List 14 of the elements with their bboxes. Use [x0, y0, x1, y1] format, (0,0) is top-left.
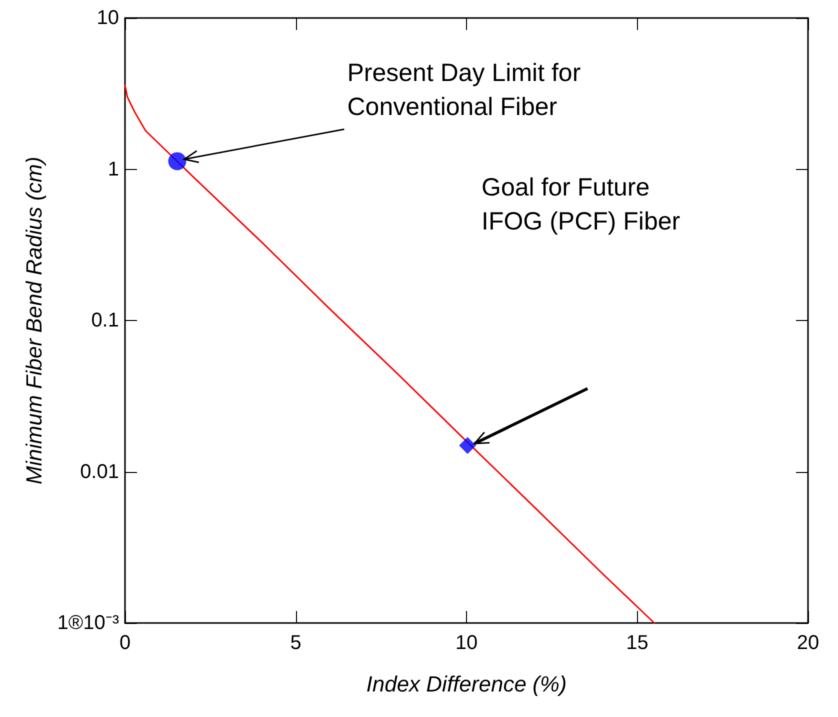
x-tick-label: 10	[455, 632, 478, 654]
x-tick-label: 15	[626, 632, 648, 654]
annotation: Present Day Limit for Conventional Fiber	[347, 59, 581, 122]
y-tick-label: 10	[96, 7, 119, 29]
y-tick-label: 0.1	[91, 310, 119, 332]
annotation: Goal for Future IFOG (PCF) Fiber	[482, 174, 680, 236]
y-tick-label: 1	[108, 158, 119, 180]
x-tick-label: 0	[119, 632, 131, 654]
x-tick-label: 5	[290, 632, 302, 654]
y-axis-title: Minimum Fiber Bend Radius (cm)	[22, 156, 46, 484]
x-tick-label: 20	[796, 632, 820, 654]
y-tick-label: 1®10⁻³	[57, 612, 120, 634]
x-axis-title: Index Difference (%)	[366, 672, 567, 696]
y-tick-label: 0.01	[80, 460, 119, 483]
